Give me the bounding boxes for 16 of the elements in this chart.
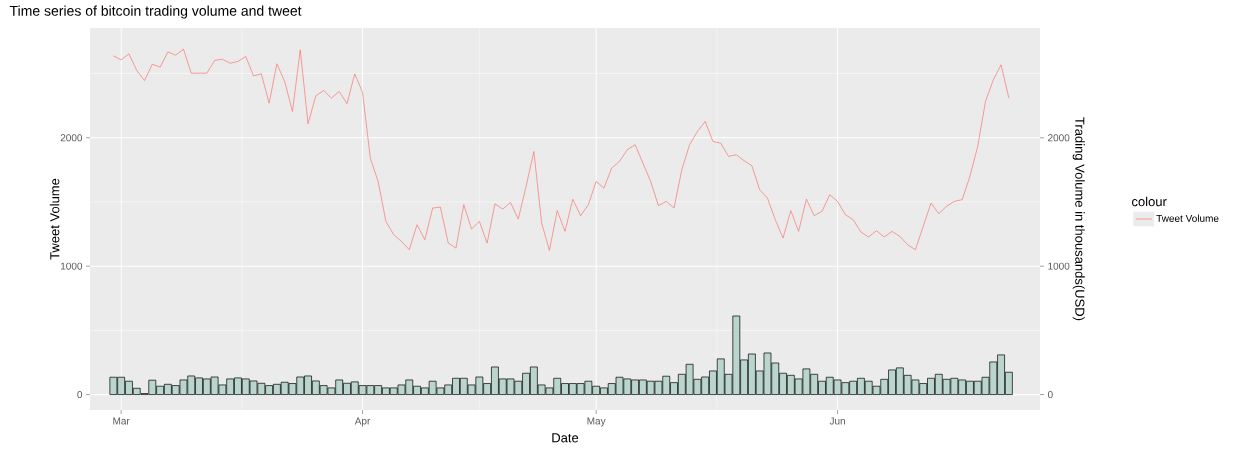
y2-axis-title: Trading Volume in thousands(USD) xyxy=(1072,117,1085,321)
y2-tick-label: 2000 xyxy=(1048,134,1070,142)
y-tick-label: 0 xyxy=(77,391,83,399)
chart-title: Time series of bitcoin trading volume and tweet xyxy=(9,5,302,19)
legend-label: Tweet Volume xyxy=(1156,214,1219,222)
x-tick-label: Mar xyxy=(113,417,130,425)
legend-title: colour xyxy=(1132,196,1167,207)
y2-tick-label: 0 xyxy=(1047,391,1053,399)
y-tick-label: 2000 xyxy=(60,134,83,142)
x-tick-label: May xyxy=(587,417,606,427)
y-tick-label: 1000 xyxy=(61,262,83,270)
x-tick-label: Jun xyxy=(829,417,845,425)
y2-tick-label: 1000 xyxy=(1048,262,1070,270)
x-tick-label: Apr xyxy=(354,417,371,427)
x-axis-title: Date xyxy=(552,433,579,443)
y-axis-title: Tweet Volume xyxy=(49,178,60,260)
